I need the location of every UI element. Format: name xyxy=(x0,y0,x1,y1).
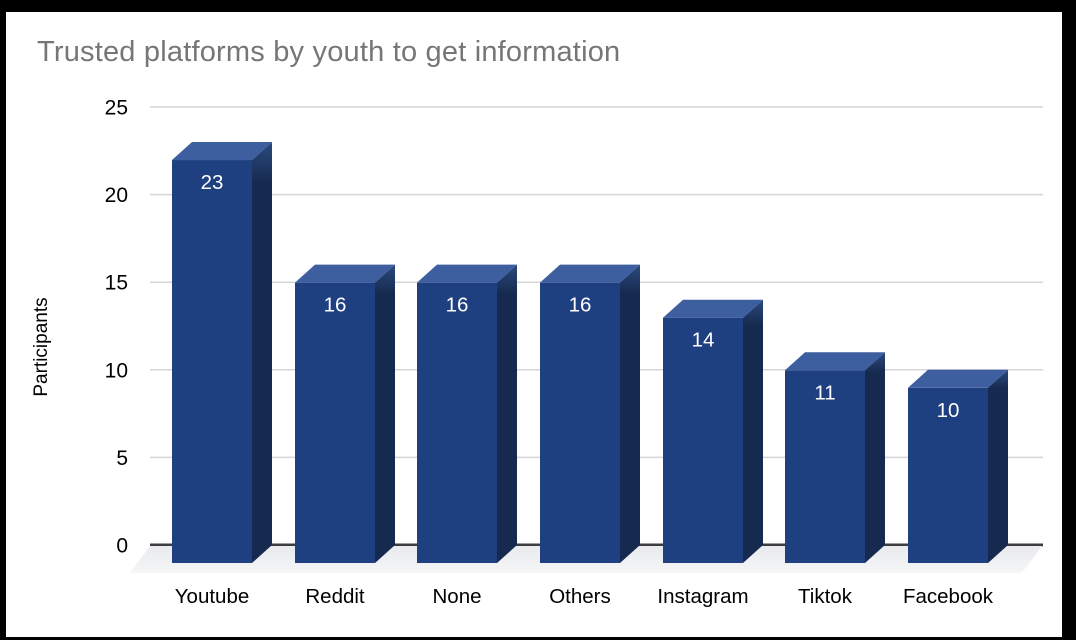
bar-side-face xyxy=(988,369,1008,563)
bar-front-face xyxy=(663,317,743,563)
y-tick-0: 0 xyxy=(116,535,128,558)
x-axis-label-facebook: Facebook xyxy=(903,585,994,608)
bar-value-label: 10 xyxy=(937,399,960,422)
bar-value-label: 11 xyxy=(814,381,835,404)
bar-top-face xyxy=(908,369,1008,388)
y-tick-15: 15 xyxy=(105,272,128,295)
bar-top-face xyxy=(785,352,885,371)
y-tick-10: 10 xyxy=(105,359,128,382)
bar-side-face xyxy=(375,264,395,563)
bar-front-face xyxy=(295,282,375,563)
y-tick-20: 20 xyxy=(105,184,128,207)
bar-front-face xyxy=(908,387,988,563)
x-axis-label-others: Others xyxy=(549,585,611,608)
x-axis-label-none: None xyxy=(432,585,481,608)
y-axis-tick-labels: 0 5 10 15 20 25 xyxy=(105,97,128,558)
bar-value-label: 16 xyxy=(569,294,592,317)
bar-side-face xyxy=(620,264,640,563)
bar-side-face xyxy=(743,299,763,563)
bar-side-face xyxy=(865,352,885,563)
bar-front-face xyxy=(540,282,620,563)
chart-title: Trusted platforms by youth to get inform… xyxy=(37,36,621,68)
bar-youtube: 23 Youtube xyxy=(172,142,272,608)
y-tick-25: 25 xyxy=(105,97,128,120)
bar-top-face xyxy=(540,264,640,283)
bar-value-label: 16 xyxy=(446,294,469,317)
bar-side-face xyxy=(497,264,517,563)
bar-front-face xyxy=(417,282,497,563)
bar-instagram: 14 Instagram xyxy=(657,299,763,608)
bar-value-label: 16 xyxy=(324,294,347,317)
bar-top-face xyxy=(417,264,517,283)
bar-side-face xyxy=(252,142,272,564)
bar-value-label: 14 xyxy=(692,329,715,352)
bar-front-face xyxy=(785,370,865,563)
bar-top-face xyxy=(663,299,763,318)
x-axis-label-instagram: Instagram xyxy=(657,585,748,608)
bar-facebook: 10 Facebook xyxy=(903,369,1008,608)
bar-tiktok: 11 Tiktok xyxy=(785,352,885,608)
x-axis-label-tiktok: Tiktok xyxy=(798,585,853,608)
y-tick-5: 5 xyxy=(116,447,128,470)
bar-none: 16 None xyxy=(417,264,517,608)
bar-top-face xyxy=(172,142,272,161)
bar-top-face xyxy=(295,264,395,283)
y-axis-title: Participants xyxy=(31,297,52,396)
x-axis-label-reddit: Reddit xyxy=(305,585,365,608)
x-axis-label-youtube: Youtube xyxy=(175,585,250,608)
bar-reddit: 16 Reddit xyxy=(295,264,395,608)
bar-value-label: 23 xyxy=(201,171,224,194)
bar-front-face xyxy=(172,160,252,564)
bar-others: 16 Others xyxy=(540,264,640,608)
